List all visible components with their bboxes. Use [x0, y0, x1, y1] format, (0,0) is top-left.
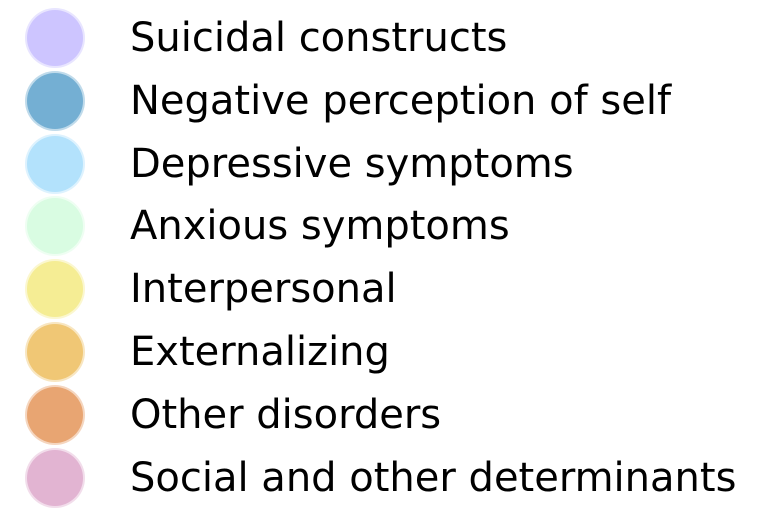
- legend-item-social-and-other-determinants: Social and other determinants: [0, 448, 780, 510]
- legend-swatch: [25, 196, 85, 256]
- legend-swatch: [25, 134, 85, 194]
- legend-swatch: [25, 259, 85, 319]
- legend-item-anxious-symptoms: Anxious symptoms: [0, 196, 780, 258]
- legend-swatch: [25, 385, 85, 445]
- legend-item-suicidal-constructs: Suicidal constructs: [0, 8, 780, 70]
- legend-label: Anxious symptoms: [130, 203, 510, 249]
- legend-swatch: [25, 448, 85, 508]
- legend-item-negative-perception-of-self: Negative perception of self: [0, 71, 780, 133]
- legend-label: Social and other determinants: [130, 455, 737, 501]
- legend-item-interpersonal: Interpersonal: [0, 259, 780, 321]
- legend-label: Other disorders: [130, 392, 442, 438]
- legend-item-depressive-symptoms: Depressive symptoms: [0, 134, 780, 196]
- legend-label: Depressive symptoms: [130, 141, 574, 187]
- legend-label: Interpersonal: [130, 266, 397, 312]
- legend-label: Suicidal constructs: [130, 15, 508, 61]
- legend-swatch: [25, 8, 85, 68]
- legend-label: Negative perception of self: [130, 78, 672, 124]
- legend-label: Externalizing: [130, 329, 390, 375]
- legend-swatch: [25, 71, 85, 131]
- legend-item-other-disorders: Other disorders: [0, 385, 780, 447]
- legend-item-externalizing: Externalizing: [0, 322, 780, 384]
- legend-swatch: [25, 322, 85, 382]
